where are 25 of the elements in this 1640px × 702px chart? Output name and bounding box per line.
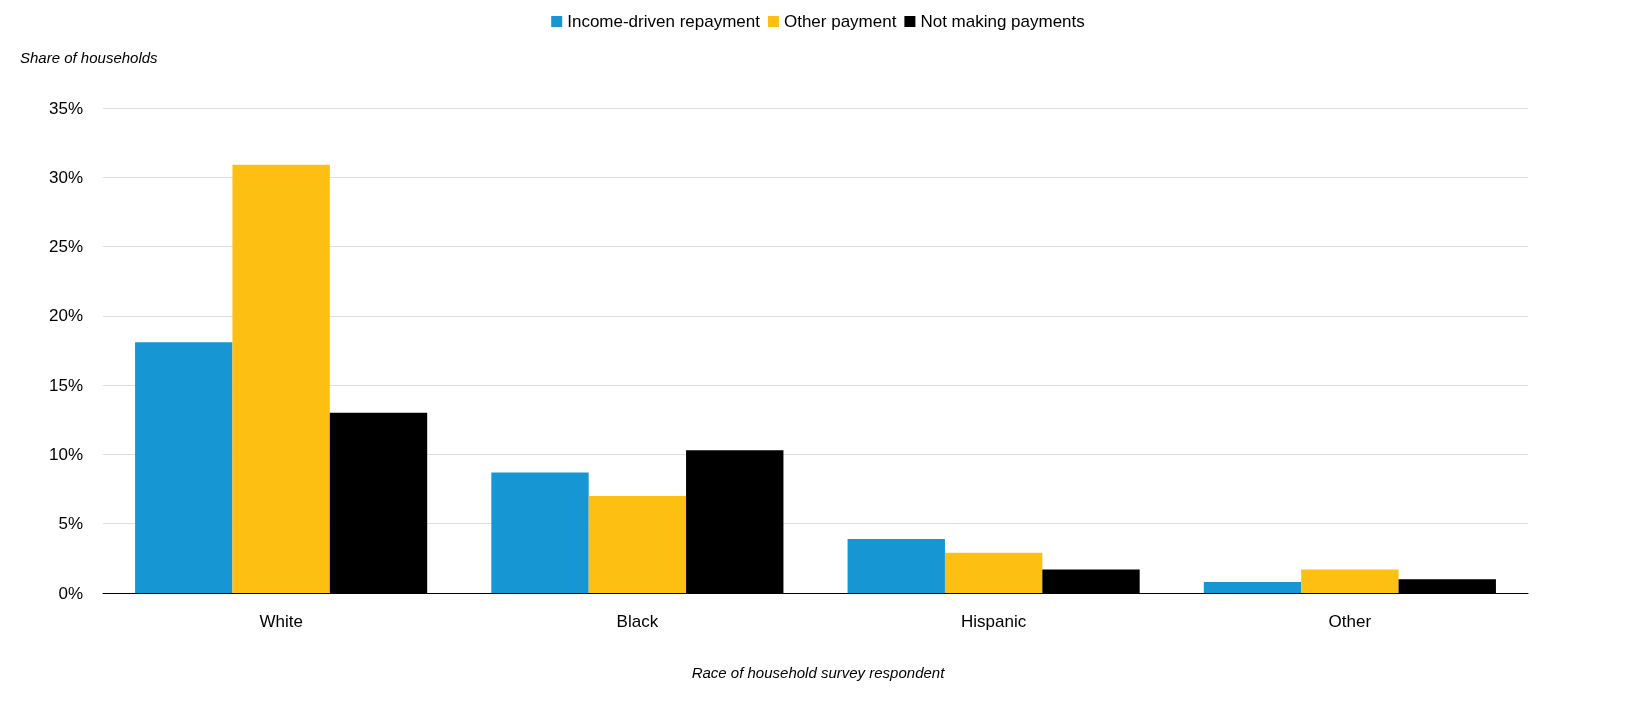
bar — [1301, 569, 1399, 593]
x-tick-label: Other — [1328, 612, 1372, 631]
y-axis-title: Share of households — [20, 49, 159, 66]
legend-label: Other payment — [783, 12, 897, 31]
bar — [491, 472, 589, 593]
bar — [847, 538, 945, 593]
bar — [588, 496, 687, 593]
bar — [232, 164, 330, 593]
x-tick-label: Black — [616, 612, 659, 631]
x-tick-label: White — [259, 612, 303, 631]
y-tick-label: 0% — [58, 583, 83, 603]
x-axis-title: Race of household survey respondent — [691, 664, 946, 681]
x-tick-label: Hispanic — [961, 612, 1027, 631]
bar — [944, 552, 1043, 593]
y-tick-label: 10% — [48, 444, 83, 464]
y-tick-label: 20% — [48, 306, 83, 326]
y-tick-label: 5% — [58, 514, 83, 534]
legend-label: Not making payments — [920, 12, 1085, 31]
y-tick-label: 25% — [48, 237, 83, 257]
legend-label: Income-driven repayment — [567, 12, 761, 31]
y-tick-label: 35% — [48, 98, 83, 118]
bar — [1203, 581, 1302, 593]
bar — [135, 342, 233, 593]
y-tick-label: 15% — [48, 375, 83, 395]
y-tick-label: 30% — [48, 167, 83, 187]
